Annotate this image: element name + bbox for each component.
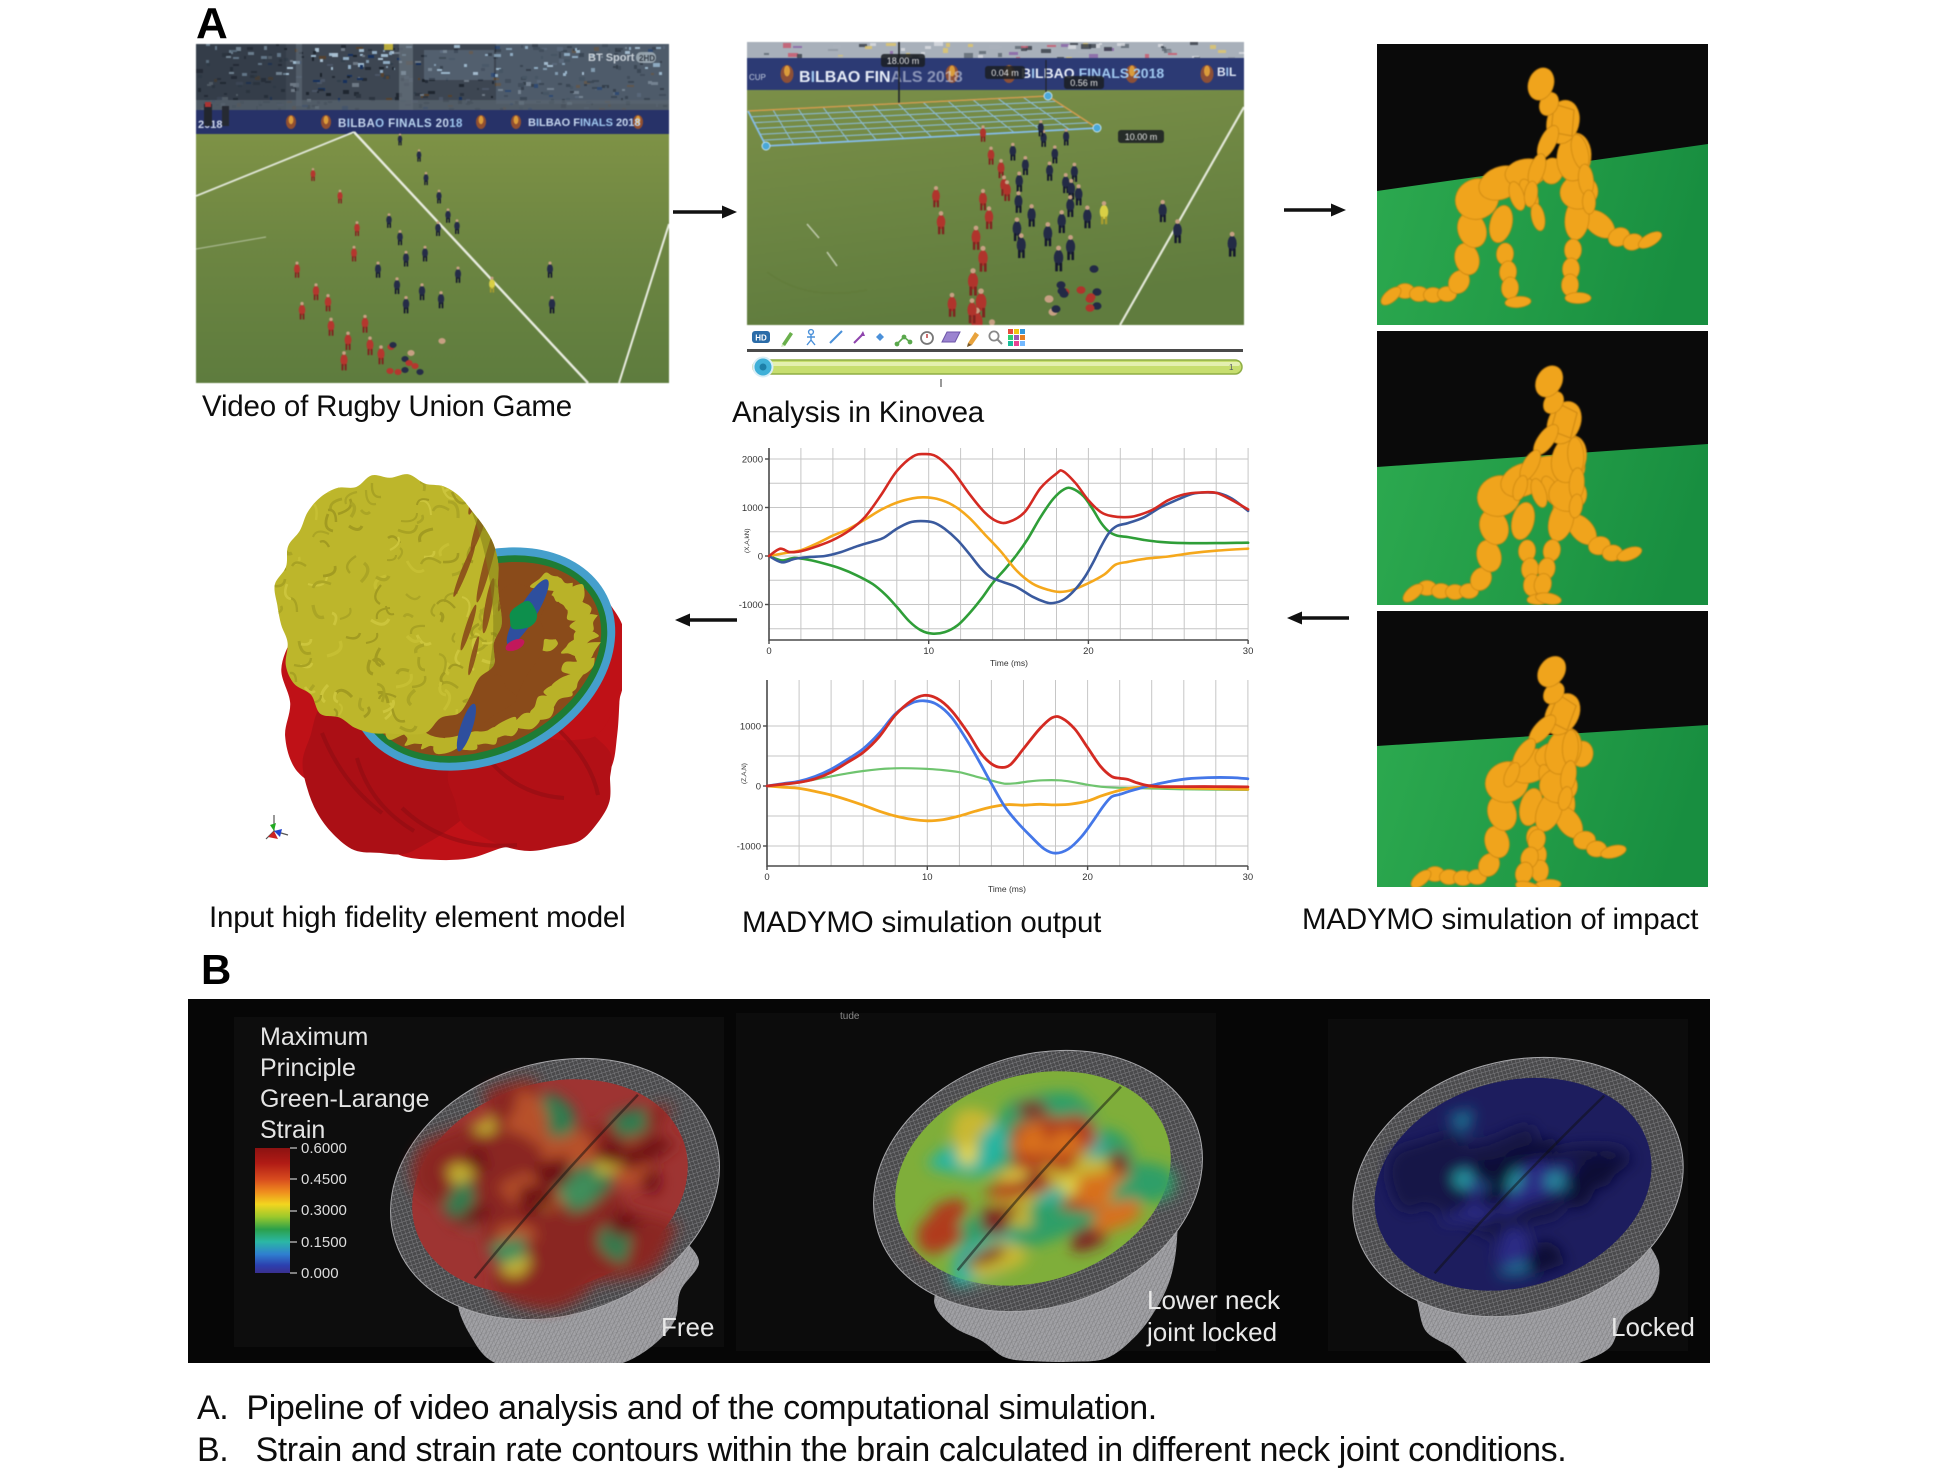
svg-text:0.56 m: 0.56 m	[1070, 78, 1098, 88]
svg-text:0: 0	[766, 646, 771, 657]
svg-text:0.1500: 0.1500	[301, 1234, 347, 1251]
svg-text:BIL: BIL	[1217, 65, 1236, 79]
svg-text:0.3000: 0.3000	[301, 1202, 347, 1219]
svg-text:Locked: Locked	[1611, 1312, 1695, 1342]
svg-text:20: 20	[1083, 646, 1094, 657]
svg-text:(X,A,kN): (X,A,kN)	[744, 528, 751, 553]
svg-text:BILBAO FINALS 2018: BILBAO FINALS 2018	[338, 118, 463, 130]
svg-text:Principle: Principle	[260, 1054, 356, 1082]
svg-text:Maximum: Maximum	[260, 1023, 368, 1051]
svg-text:10.00 m: 10.00 m	[1125, 132, 1158, 142]
svg-text:0.6000: 0.6000	[301, 1140, 347, 1157]
svg-text:10: 10	[923, 646, 934, 657]
svg-text:30: 30	[1243, 646, 1254, 657]
svg-text:-1000: -1000	[739, 600, 763, 611]
svg-text:Lower neck: Lower neck	[1147, 1285, 1281, 1315]
svg-text:HD: HD	[755, 334, 767, 343]
svg-text:1000: 1000	[740, 722, 761, 733]
svg-text:joint locked: joint locked	[1146, 1317, 1277, 1347]
svg-text:1000: 1000	[742, 503, 763, 514]
svg-text:BILBAO FINALS 2018: BILBAO FINALS 2018	[799, 69, 963, 86]
svg-text:Strain: Strain	[260, 1116, 325, 1144]
svg-text:Green-Larange: Green-Larange	[260, 1085, 430, 1113]
svg-text:0: 0	[756, 782, 761, 793]
svg-text:20: 20	[1082, 872, 1093, 883]
svg-text:CUP: CUP	[749, 73, 766, 82]
svg-text:2000: 2000	[742, 455, 763, 466]
svg-text:-1000: -1000	[737, 842, 761, 853]
svg-text:0.4500: 0.4500	[301, 1171, 347, 1188]
svg-text:2HD: 2HD	[639, 54, 655, 63]
svg-text:0.04 m: 0.04 m	[991, 68, 1019, 78]
svg-text:0: 0	[764, 872, 769, 883]
svg-text:1: 1	[1229, 363, 1234, 372]
svg-text:0.000: 0.000	[301, 1265, 339, 1282]
svg-text:30: 30	[1243, 872, 1254, 883]
svg-text:(Z,A,N): (Z,A,N)	[741, 763, 748, 784]
svg-text:tude: tude	[840, 1011, 860, 1022]
svg-text:10: 10	[922, 872, 933, 883]
svg-text:BT Sport: BT Sport	[588, 52, 635, 64]
svg-text:18.00 m: 18.00 m	[887, 56, 920, 66]
svg-text:0: 0	[758, 552, 763, 563]
svg-text:Free: Free	[661, 1312, 714, 1342]
svg-text:BILBAO FINALS 2018: BILBAO FINALS 2018	[528, 117, 641, 129]
svg-text:Time (ms): Time (ms)	[988, 884, 1026, 894]
svg-text:Time (ms): Time (ms)	[990, 658, 1028, 668]
